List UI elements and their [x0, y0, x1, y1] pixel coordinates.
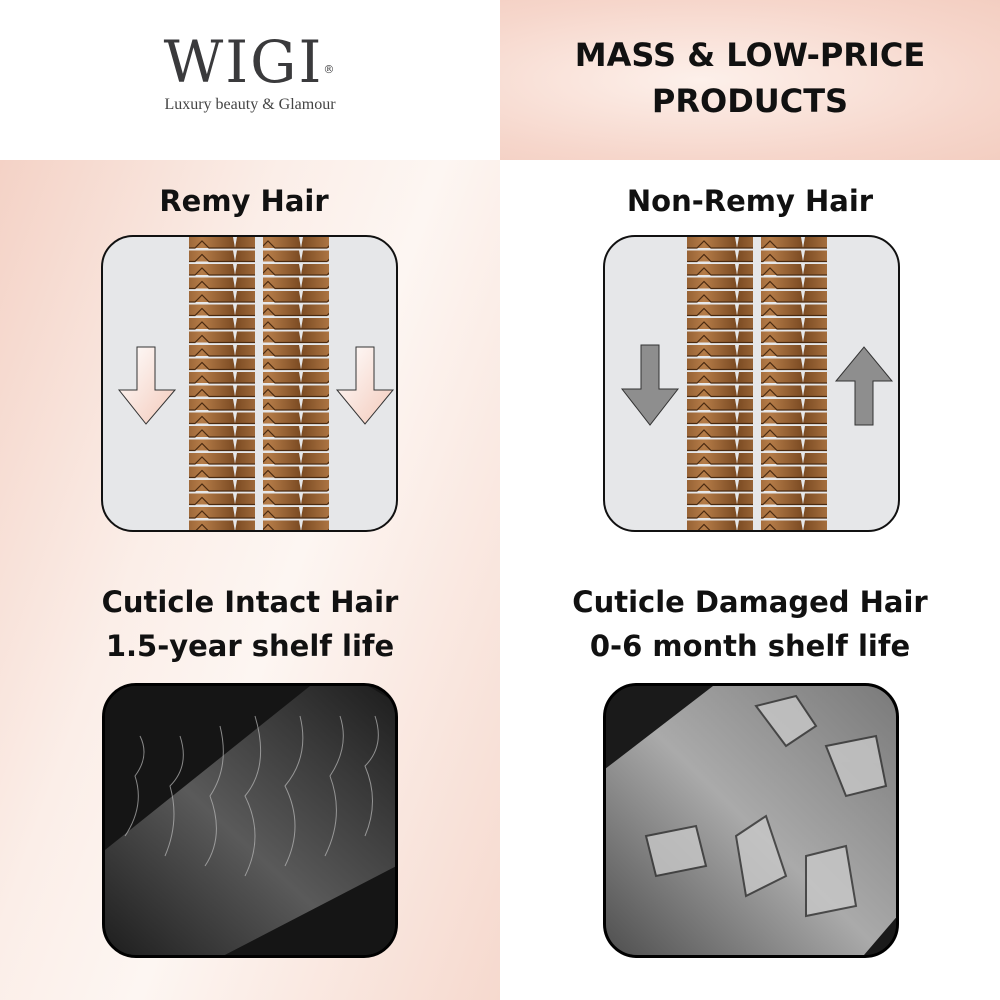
- header-line-2: PRODUCTS: [651, 82, 849, 120]
- hair-strand: [761, 237, 827, 530]
- non-remy-caption-line-1: Cuticle Damaged Hair: [572, 585, 928, 619]
- hair-strand: [189, 237, 255, 530]
- remy-sem-photo: [102, 683, 398, 958]
- header-panel: [500, 0, 1000, 160]
- arrow-up-icon: [834, 346, 894, 426]
- non-remy-sem-photo: [603, 683, 899, 958]
- remy-shelf-life: 1.5-year shelf life: [105, 629, 395, 663]
- header-title: MASS & LOW-PRICE PRODUCTS: [520, 32, 980, 124]
- non-remy-cuticle-illustration: [620, 237, 894, 530]
- brand-name: WIGI: [163, 28, 324, 96]
- remy-diagram: [101, 235, 398, 532]
- non-remy-caption: Cuticle Damaged Hair 0-6 month shelf lif…: [530, 580, 970, 668]
- remy-cuticle-illustration: [117, 237, 395, 530]
- intact-cuticle-image: [105, 686, 395, 955]
- brand-logo: WIGI® Luxury beauty & Glamour: [140, 30, 360, 114]
- arrow-down-icon: [117, 346, 177, 425]
- logo-panel: [0, 0, 500, 160]
- header-line-1: MASS & LOW-PRICE: [574, 36, 926, 74]
- hair-strand: [687, 237, 753, 530]
- arrow-down-icon: [335, 346, 395, 425]
- non-remy-diagram: [603, 235, 900, 532]
- non-remy-shelf-life: 0-6 month shelf life: [589, 629, 911, 663]
- arrow-down-icon: [620, 344, 680, 426]
- damaged-cuticle-image: [606, 686, 896, 955]
- registered-mark: ®: [323, 63, 337, 76]
- hair-strand: [263, 237, 329, 530]
- remy-title: Remy Hair: [159, 184, 329, 218]
- remy-caption: Cuticle Intact Hair 1.5-year shelf life: [30, 580, 470, 668]
- non-remy-title: Non-Remy Hair: [626, 184, 874, 218]
- remy-caption-line-1: Cuticle Intact Hair: [101, 585, 399, 619]
- brand-tagline: Luxury beauty & Glamour: [164, 96, 336, 113]
